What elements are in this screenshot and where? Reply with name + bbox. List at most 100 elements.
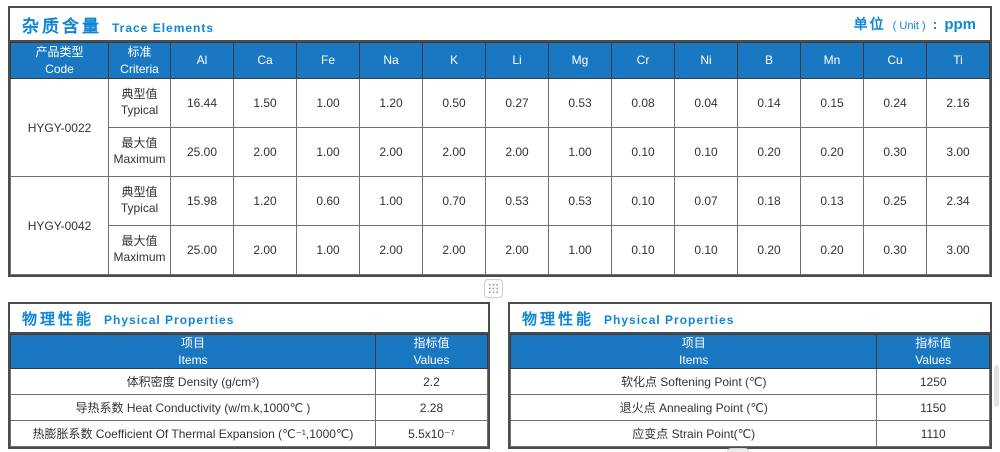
element-value-cell: 0.15 [800, 78, 864, 128]
property-item-cell: 导热系数 Heat Conductivity (w/m.k,1000℃ ) [10, 394, 376, 421]
element-column-header-k: K [422, 42, 486, 79]
physical-right-title: 物理性能 Physical Properties [522, 308, 734, 329]
element-column-header-li: Li [485, 42, 549, 79]
criteria-zh: 典型值 [121, 185, 158, 200]
vertical-scrollbar-thumb[interactable] [994, 365, 999, 407]
element-column-header-mn: Mn [800, 42, 864, 79]
element-column-header-ca: Ca [233, 42, 297, 79]
trace-data-row: 最大值 Maximum 25.00 2.00 1.00 2.00 2.00 2.00 1.00 0… [11, 127, 990, 177]
physical-property-row: 软化点 Softening Point (℃) 1250 [509, 368, 990, 395]
element-value-cell: 0.18 [737, 176, 801, 226]
values-column-header: 指标值 Values [374, 334, 489, 369]
trace-title-zh: 杂质含量 [22, 16, 102, 36]
criteria-zh: 最大值 [121, 234, 158, 249]
element-value-cell: 0.30 [863, 225, 927, 275]
criteria-cell: 典型值 Typical [108, 176, 171, 226]
trace-elements-panel: 杂质含量 Trace Elements 单位 ( Unit ) : ppm 产品… [8, 6, 992, 277]
unit-label-en: ( Unit ) [892, 20, 926, 32]
element-value-cell: 0.13 [800, 176, 864, 226]
element-value-cell: 16.44 [170, 78, 234, 128]
items-column-header: 项目 Items [10, 334, 376, 369]
element-value-cell: 2.00 [233, 225, 297, 275]
element-value-cell: 2.34 [926, 176, 990, 226]
element-value-cell: 2.00 [485, 225, 549, 275]
physical-left-header-row: 项目 Items 指标值 Values [10, 334, 489, 369]
bottom-divider-drag-handle[interactable] [727, 448, 749, 452]
element-value-cell: 1.20 [233, 176, 297, 226]
trace-table-body: HYGY-0022 典型值 Typical 16.44 1.50 1.00 1.20 0.50… [10, 78, 990, 275]
trace-elements-table: 产品类型 Code 标准 Criteria Al Ca Fe Na K Li Mg Cr Ni B… [10, 42, 990, 275]
element-value-cell: 1.00 [296, 225, 360, 275]
element-value-cell: 1.00 [296, 127, 360, 177]
element-value-cell: 1.20 [359, 78, 423, 128]
element-value-cell: 3.00 [926, 127, 990, 177]
physical-property-row: 热膨胀系数 Coefficient Of Thermal Expansion (… [10, 420, 489, 447]
criteria-header-zh: 标准 [127, 45, 152, 60]
element-value-cell: 0.53 [485, 176, 549, 226]
items-header-zh: 项目 [180, 336, 205, 351]
element-value-cell: 2.00 [485, 127, 549, 177]
criteria-en: Maximum [113, 152, 166, 166]
criteria-cell: 最大值 Maximum [108, 225, 171, 275]
element-value-cell: 1.00 [296, 78, 360, 128]
trace-data-row: 最大值 Maximum 25.00 2.00 1.00 2.00 2.00 2.00 1.00 0… [11, 225, 990, 275]
product-code-column-header: 产品类型 Code [10, 42, 109, 79]
property-value-cell: 2.28 [374, 394, 489, 421]
property-item-cell: 应变点 Strain Point(℃) [509, 420, 878, 447]
phys-left-body: 体积密度 Density (g/cm³) 2.2 导热系数 Heat Conduct… [10, 368, 489, 447]
element-value-cell: 1.00 [548, 225, 612, 275]
element-value-cell: 0.27 [485, 78, 549, 128]
property-value-cell: 1150 [876, 394, 990, 421]
values-header-zh: 指标值 [915, 336, 952, 351]
trace-header-row: 产品类型 Code 标准 Criteria Al Ca Fe Na K Li Mg Cr Ni B… [10, 42, 990, 79]
physical-left-title-zh: 物理性能 [22, 310, 95, 328]
grid-dots-icon [489, 284, 498, 293]
element-value-cell: 1.50 [233, 78, 297, 128]
element-column-header-ti: Ti [926, 42, 990, 79]
unit-value: ppm [944, 16, 976, 33]
element-value-cell: 0.10 [674, 127, 738, 177]
element-value-cell: 3.00 [926, 225, 990, 275]
items-header-en: Items [178, 352, 208, 367]
criteria-cell: 典型值 Typical [108, 78, 171, 128]
element-value-cell: 0.30 [863, 127, 927, 177]
property-item-cell: 热膨胀系数 Coefficient Of Thermal Expansion (… [10, 420, 376, 447]
element-value-cell: 1.00 [548, 127, 612, 177]
physical-left-title: 物理性能 Physical Properties [22, 308, 234, 329]
element-value-cell: 0.53 [548, 176, 612, 226]
element-value-cell: 0.10 [674, 225, 738, 275]
element-value-cell: 2.00 [422, 127, 486, 177]
element-column-header-cu: Cu [863, 42, 927, 79]
element-column-header-mg: Mg [548, 42, 612, 79]
element-value-cell: 0.70 [422, 176, 486, 226]
unit-colon: : [932, 16, 938, 32]
element-value-cell: 2.00 [359, 127, 423, 177]
property-value-cell: 5.5x10⁻⁷ [374, 420, 489, 447]
property-value-cell: 1250 [876, 368, 990, 395]
element-column-header-cr: Cr [611, 42, 675, 79]
physical-property-row: 导热系数 Heat Conductivity (w/m.k,1000℃ ) 2.2… [10, 394, 489, 421]
section-divider-drag-handle[interactable] [484, 279, 503, 298]
element-value-cell: 0.20 [737, 225, 801, 275]
element-value-cell: 0.20 [800, 127, 864, 177]
element-value-cell: 0.25 [863, 176, 927, 226]
criteria-cell: 最大值 Maximum [108, 127, 171, 177]
items-header-zh: 项目 [681, 336, 706, 351]
values-header-zh: 指标值 [413, 336, 450, 351]
element-value-cell: 0.10 [611, 127, 675, 177]
element-value-cell: 0.04 [674, 78, 738, 128]
phys-right-body: 软化点 Softening Point (℃) 1250 退火点 Annealing… [509, 368, 990, 447]
element-column-header-ni: Ni [674, 42, 738, 79]
element-value-cell: 2.16 [926, 78, 990, 128]
physical-property-row: 应变点 Strain Point(℃) 1110 [509, 420, 990, 447]
criteria-column-header: 标准 Criteria [108, 42, 171, 79]
product-code-cell: HYGY-0022 [10, 78, 109, 177]
values-column-header: 指标值 Values [876, 334, 990, 369]
physical-left-title-en: Physical Properties [104, 312, 235, 327]
items-column-header: 项目 Items [509, 334, 878, 369]
criteria-en: Maximum [113, 250, 166, 264]
element-value-cell: 0.10 [611, 225, 675, 275]
trace-data-row: HYGY-0042 典型值 Typical 15.98 1.20 0.60 1.00 0.70… [10, 176, 990, 275]
property-value-cell: 2.2 [374, 368, 489, 395]
